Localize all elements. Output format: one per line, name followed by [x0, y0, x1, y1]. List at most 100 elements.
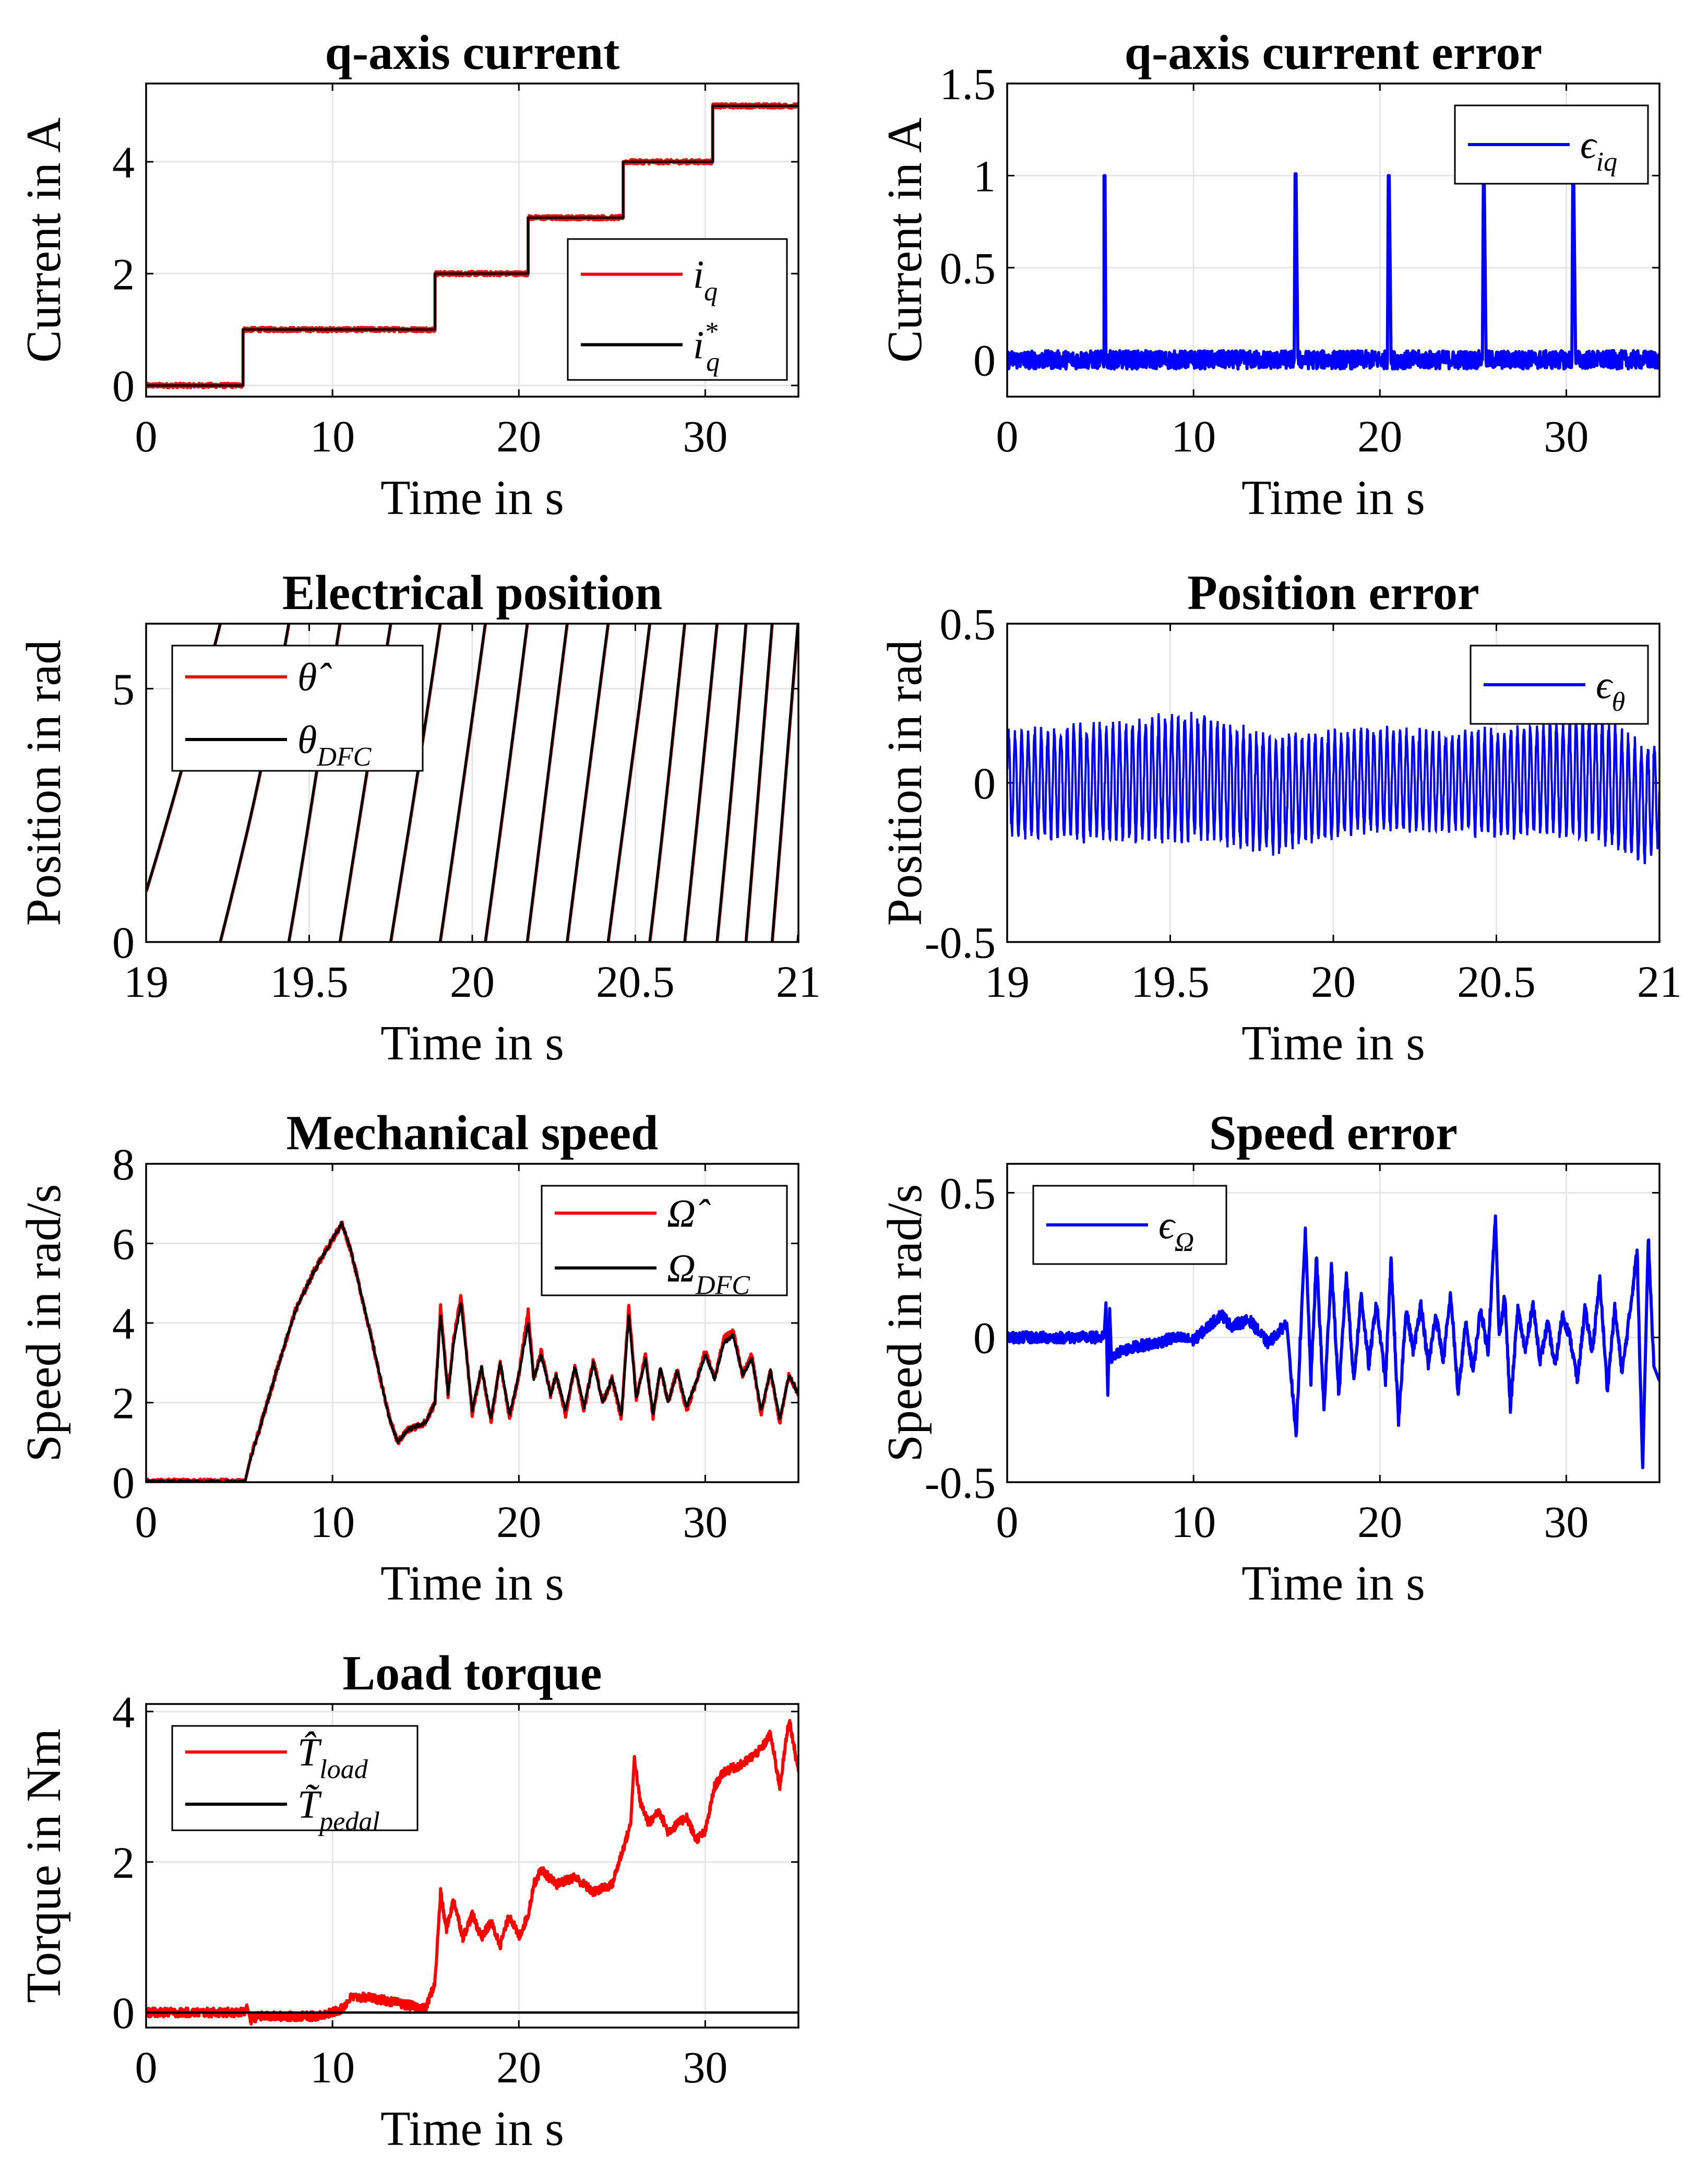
x-tick-label: 20: [1311, 957, 1356, 1007]
series-line-2: [566, 624, 610, 942]
chart-title: q-axis current: [325, 26, 620, 80]
legend-box: [567, 238, 788, 381]
y-tick-label: -0.5: [925, 1458, 996, 1508]
series-line-2: [484, 624, 529, 942]
x-tick-label: 19: [985, 957, 1030, 1007]
y-axis-label: Current in A: [17, 117, 71, 363]
y-tick-label: 0.5: [940, 599, 996, 649]
legend-label: ϵiq: [1580, 123, 1617, 177]
chart-title: Mechanical speed: [286, 1106, 659, 1160]
chart-panel-4: 19 19.5 20 20.5 21 -0.5 0 0.5 Position error Time…: [878, 566, 1682, 1070]
y-axis-label: Current in A: [878, 117, 932, 363]
y-tick-label: 2: [112, 1838, 135, 1888]
x-tick-label: 0: [135, 1497, 158, 1547]
series-group: [146, 1220, 798, 1482]
x-tick-label: 20: [496, 411, 541, 461]
x-tick-label: 19: [124, 957, 169, 1007]
series-line-2: [744, 624, 774, 942]
y-tick-label: 6: [112, 1219, 135, 1269]
x-axis-label: Time in s: [1241, 1556, 1425, 1611]
chart-panel-3: 19 19.5 20 20.5 21 0 5 Electrical position Time …: [17, 566, 821, 1070]
y-tick-label: 0.5: [940, 1168, 996, 1218]
x-tick-label: 20: [496, 2042, 541, 2092]
x-tick-label: 30: [683, 411, 727, 461]
axes-box: [145, 82, 799, 398]
x-tick-label: 20.5: [1457, 957, 1536, 1007]
x-tick-label: 10: [1171, 1497, 1216, 1547]
x-tick-label: 19.5: [1131, 957, 1210, 1007]
series-line-2: [606, 624, 651, 942]
legend-label: T̂load: [297, 1731, 368, 1784]
series-line-2: [146, 104, 798, 387]
x-tick-label: 10: [310, 1497, 355, 1547]
x-tick-label: 20: [1357, 1497, 1402, 1547]
x-tick-label: 20: [1357, 411, 1402, 461]
series-line-1: [1007, 1214, 1659, 1470]
x-axis-label: Time in s: [380, 2102, 564, 2156]
legend-label: T̃pedal: [297, 1783, 380, 1837]
series-line-2: [438, 624, 487, 942]
series-line-2: [771, 624, 798, 942]
x-tick-label: 0: [996, 411, 1019, 461]
y-tick-label: 0: [112, 1458, 135, 1508]
legend: iq i* q: [567, 238, 788, 381]
x-tick-label: 10: [1171, 411, 1216, 461]
x-tick-label: 10: [310, 2042, 355, 2092]
legend: ϵΩ: [1032, 1185, 1227, 1265]
x-axis-label: Time in s: [1241, 1016, 1425, 1070]
legend-label: i* q: [693, 317, 720, 377]
x-axis-label: Time in s: [1241, 471, 1425, 525]
x-tick-label: 30: [683, 2042, 727, 2092]
legend: θ̂θDFC: [171, 645, 424, 772]
y-tick-label: 8: [112, 1139, 135, 1189]
chart-title: Speed error: [1209, 1106, 1458, 1160]
legend-box: [171, 1725, 419, 1831]
series-line-2: [648, 624, 686, 942]
x-axis-label: Time in s: [380, 1556, 564, 1611]
chart-panel-5: 0 10 20 30 0 2 4 6 8 Mechanical speed Time in s Spe…: [17, 1106, 799, 1611]
x-tick-label: 21: [776, 957, 821, 1007]
x-tick-label: 20: [496, 1497, 541, 1547]
series-group: [146, 102, 798, 389]
y-tick-label: 4: [112, 1687, 135, 1737]
series-group: [1007, 1214, 1659, 1470]
series-line-1: [1007, 172, 1659, 371]
y-tick-label: 0: [112, 1988, 135, 2038]
y-tick-label: 4: [112, 1298, 135, 1349]
y-tick-label: 4: [112, 137, 135, 187]
legend-label: θDFC: [297, 718, 372, 772]
y-tick-label: 0: [973, 758, 996, 808]
x-tick-label: 21: [1637, 957, 1682, 1007]
axes-box: [1006, 82, 1661, 398]
y-axis-label: Speed in rad/s: [17, 1184, 71, 1462]
legend-label: iq: [693, 253, 718, 307]
legend: ϵθ: [1470, 645, 1649, 725]
series-line-2: [683, 624, 719, 942]
x-tick-label: 20.5: [596, 957, 675, 1007]
y-tick-label: 1.5: [940, 59, 996, 109]
y-tick-label: 0: [973, 335, 996, 385]
series-line-1: [146, 1719, 798, 2026]
legend-label: ΩDFC: [667, 1247, 750, 1301]
y-tick-label: 0: [112, 917, 135, 968]
legend: ϵiq: [1454, 104, 1649, 185]
axes-box: [145, 1703, 799, 2029]
chart-title: Load torque: [342, 1646, 602, 1700]
legend-box: [171, 645, 424, 772]
axes-box: [1006, 1163, 1661, 1483]
legend-label: ϵθ: [1596, 663, 1625, 717]
y-axis-label: Torque in Nm: [17, 1729, 71, 2003]
x-axis-label: Time in s: [380, 1016, 564, 1070]
series-group: [146, 624, 798, 942]
series-group: [1007, 172, 1659, 371]
series-line-2: [715, 624, 747, 942]
y-axis-label: Position in rad: [878, 640, 932, 926]
legend-label: ϵΩ: [1158, 1203, 1194, 1257]
x-tick-label: 0: [135, 411, 158, 461]
chart-panel-7: 0 10 20 30 0 2 4 Load torque Time in s Torque in …: [17, 1646, 799, 2156]
y-tick-label: 0: [973, 1313, 996, 1363]
series-line-2: [146, 1221, 798, 1482]
